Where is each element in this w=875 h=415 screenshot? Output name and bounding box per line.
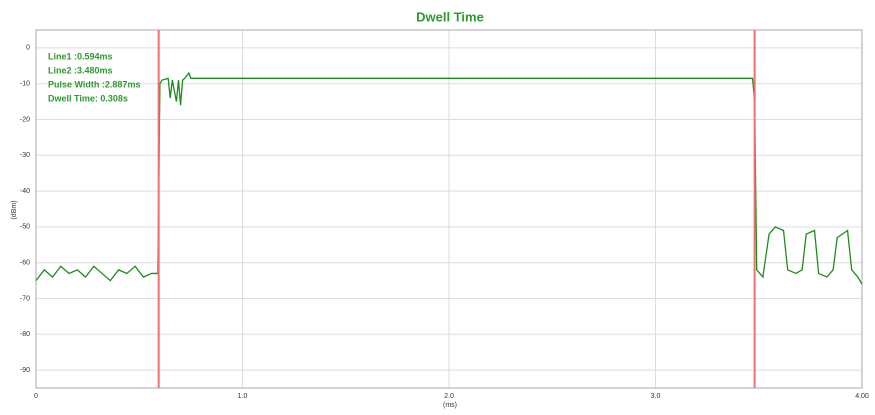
x-tick-label: 2.0 [444, 393, 454, 400]
y-tick-label: -90 [20, 367, 30, 374]
chart-title: Dwell Time [416, 9, 484, 24]
y-tick-label: -20 [20, 116, 30, 123]
y-tick-label: -60 [20, 260, 30, 267]
plot-frame [35, 29, 863, 389]
y-tick-label: -70 [20, 295, 30, 302]
y-tick-label: -10 [20, 81, 30, 88]
annotation: Line1 :0.594ms [48, 51, 113, 61]
y-tick-label: -50 [20, 224, 30, 231]
x-tick-label: 1.0 [238, 393, 248, 400]
x-tick-label: 3.0 [651, 393, 661, 400]
annotation: Pulse Width :2.887ms [48, 79, 140, 89]
trace-line [35, 71, 863, 285]
x-tick-label: 0 [34, 393, 38, 400]
y-axis-label: (dBm) [11, 200, 18, 219]
y-tick-label: 0 [26, 45, 30, 52]
x-axis-label: (ms) [443, 402, 457, 409]
y-tick-label: -30 [20, 152, 30, 159]
y-tick-label: -80 [20, 331, 30, 338]
y-tick-label: -40 [20, 188, 30, 195]
x-tick-label: 4.00 [855, 393, 869, 400]
annotation: Line2 :3.480ms [48, 65, 113, 75]
annotation: Dwell Time: 0.308s [48, 93, 128, 103]
